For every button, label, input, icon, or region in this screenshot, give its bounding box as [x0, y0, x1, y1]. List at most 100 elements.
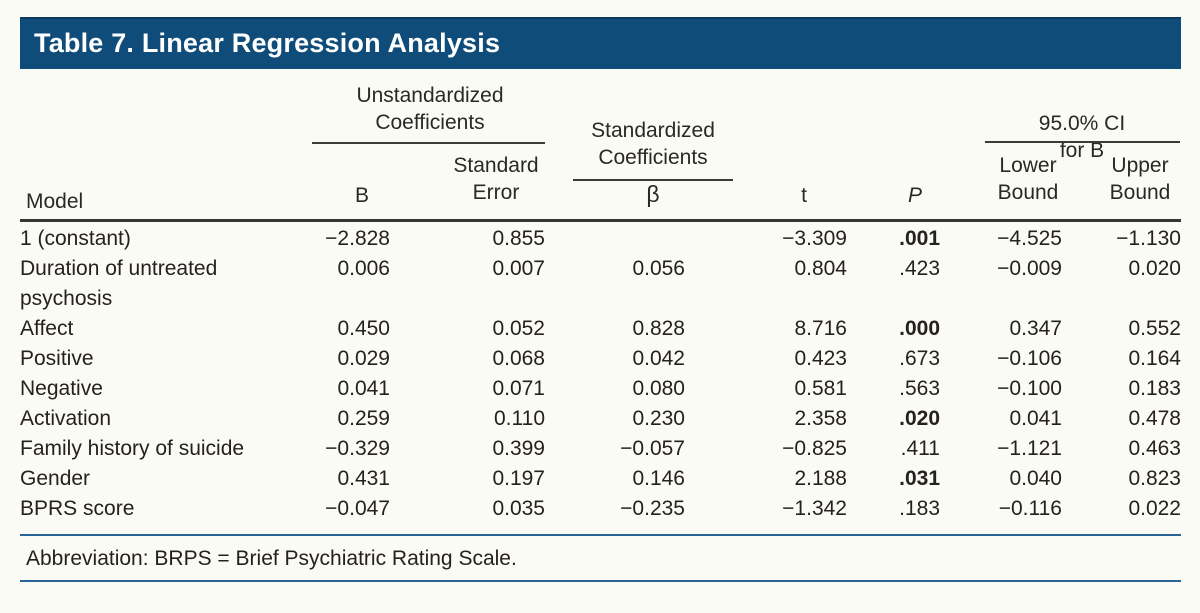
cell-upper-bound: 0.020: [1128, 257, 1181, 280]
cell-b: −2.828: [325, 227, 390, 250]
cell-p: .031: [899, 467, 940, 490]
cell-standard-error: 0.052: [492, 317, 545, 340]
cell-model: Activation: [20, 407, 112, 430]
cell-p: .001: [899, 227, 940, 250]
cell-b: 0.041: [337, 377, 390, 400]
cell-standard-error: 0.035: [492, 497, 545, 520]
group-underline-unstandardized: [312, 142, 545, 144]
footnote-rule-top: [20, 534, 1181, 536]
column-header-model: Model: [26, 190, 84, 213]
table-row: Gender 0.431 0.197 0.146 2.188 .031 0.04…: [20, 464, 1181, 494]
cell-b: 0.029: [337, 347, 390, 370]
cell-lower-bound: 0.041: [1009, 407, 1062, 430]
cell-standard-error: 0.197: [492, 467, 545, 490]
footnote-rule-bottom: [20, 580, 1181, 582]
cell-lower-bound: −0.116: [998, 497, 1062, 520]
cell-beta: 0.080: [632, 377, 685, 400]
cell-standard-error: 0.855: [492, 227, 545, 250]
cell-beta: 0.056: [632, 257, 685, 280]
cell-beta: 0.828: [632, 317, 685, 340]
cell-b: 0.006: [337, 257, 390, 280]
column-header-p: P: [907, 184, 923, 207]
cell-p: .673: [899, 347, 940, 370]
table-row: Affect 0.450 0.052 0.828 8.716 .000 0.34…: [20, 314, 1181, 344]
table-row: Activation 0.259 0.110 0.230 2.358 .020 …: [20, 404, 1181, 434]
table-row: Family history of suicide −0.329 0.399 −…: [20, 434, 1181, 464]
group-header-95-ci-for-b: 95.0% CI for B: [1038, 112, 1126, 162]
cell-t: 0.581: [794, 377, 847, 400]
cell-standard-error: 0.007: [492, 257, 545, 280]
cell-p: .411: [900, 437, 940, 460]
cell-t: −3.309: [782, 227, 847, 250]
cell-p: .020: [899, 407, 940, 430]
cell-p: .000: [899, 317, 940, 340]
cell-beta: −0.057: [620, 437, 685, 460]
table-header: Model Unstandardized Coefficients B Stan…: [20, 80, 1181, 222]
cell-standard-error: 0.110: [494, 407, 545, 430]
cell-model: Gender: [20, 467, 91, 490]
cell-p: .183: [899, 497, 940, 520]
table-title: Table 7. Linear Regression Analysis: [34, 28, 501, 58]
group-header-standardized-coefficients: Standardized Coefficients: [591, 119, 715, 169]
cell-upper-bound: 0.463: [1128, 437, 1181, 460]
cell-t: −1.342: [782, 497, 847, 520]
cell-model: 1 (constant): [20, 227, 131, 250]
cell-p: .423: [899, 257, 940, 280]
cell-t: 8.716: [794, 317, 847, 340]
cell-t: 0.423: [794, 347, 847, 370]
header-rule: [20, 219, 1181, 222]
cell-model: Family history of suicide: [20, 437, 245, 460]
cell-b: 0.259: [337, 407, 390, 430]
cell-model: Duration of untreated psychosis: [20, 257, 218, 310]
cell-upper-bound: 0.164: [1128, 347, 1181, 370]
group-underline-standardized: [573, 179, 733, 181]
table-row: Duration of untreated psychosis 0.006 0.…: [20, 254, 1181, 314]
cell-lower-bound: −0.106: [997, 347, 1062, 370]
cell-lower-bound: −0.009: [997, 257, 1062, 280]
cell-upper-bound: 0.022: [1128, 497, 1181, 520]
cell-standard-error: 0.399: [492, 437, 545, 460]
cell-t: −0.825: [782, 437, 847, 460]
cell-t: 2.358: [794, 407, 847, 430]
cell-lower-bound: −4.525: [997, 227, 1062, 250]
cell-beta: 0.042: [632, 347, 685, 370]
cell-model: Negative: [20, 377, 103, 400]
cell-beta: 0.230: [632, 407, 685, 430]
cell-b: −0.047: [325, 497, 390, 520]
cell-lower-bound: −0.100: [997, 377, 1062, 400]
column-header-upper-bound: Upper Bound: [1109, 154, 1171, 204]
cell-model: BPRS score: [20, 497, 135, 520]
regression-table: 1 (constant) −2.828 0.855 −3.309 .001 −4…: [20, 224, 1181, 524]
cell-t: 0.804: [794, 257, 847, 280]
cell-standard-error: 0.071: [492, 377, 545, 400]
table-row: Positive 0.029 0.068 0.042 0.423 .673 −0…: [20, 344, 1181, 374]
cell-standard-error: 0.068: [492, 347, 545, 370]
column-header-t: t: [801, 184, 807, 207]
cell-model: Affect: [20, 317, 74, 340]
cell-lower-bound: 0.040: [1009, 467, 1062, 490]
cell-lower-bound: 0.347: [1009, 317, 1062, 340]
table-title-band: Table 7. Linear Regression Analysis: [20, 17, 1181, 69]
cell-beta: 0.146: [632, 467, 685, 490]
cell-upper-bound: 0.478: [1128, 407, 1181, 430]
column-header-b: B: [354, 184, 370, 207]
column-header-standard-error: Standard Error: [453, 154, 539, 204]
cell-upper-bound: 0.183: [1128, 377, 1181, 400]
column-header-lower-bound: Lower Bound: [997, 154, 1059, 204]
cell-beta: [545, 224, 685, 254]
cell-beta: −0.235: [620, 497, 685, 520]
cell-b: 0.450: [337, 317, 390, 340]
column-header-beta: β: [646, 181, 660, 207]
cell-upper-bound: 0.823: [1128, 467, 1181, 490]
cell-model: Positive: [20, 347, 94, 370]
cell-upper-bound: 0.552: [1128, 317, 1181, 340]
footnote: Abbreviation: BRPS = Brief Psychiatric R…: [26, 547, 517, 570]
table-row: Negative 0.041 0.071 0.080 0.581 .563 −0…: [20, 374, 1181, 404]
group-underline-ci: [985, 141, 1180, 143]
cell-t: 2.188: [794, 467, 847, 490]
table-row: BPRS score −0.047 0.035 −0.235 −1.342 .1…: [20, 494, 1181, 524]
cell-p: .563: [899, 377, 940, 400]
cell-b: 0.431: [337, 467, 390, 490]
cell-lower-bound: −1.121: [997, 437, 1062, 460]
